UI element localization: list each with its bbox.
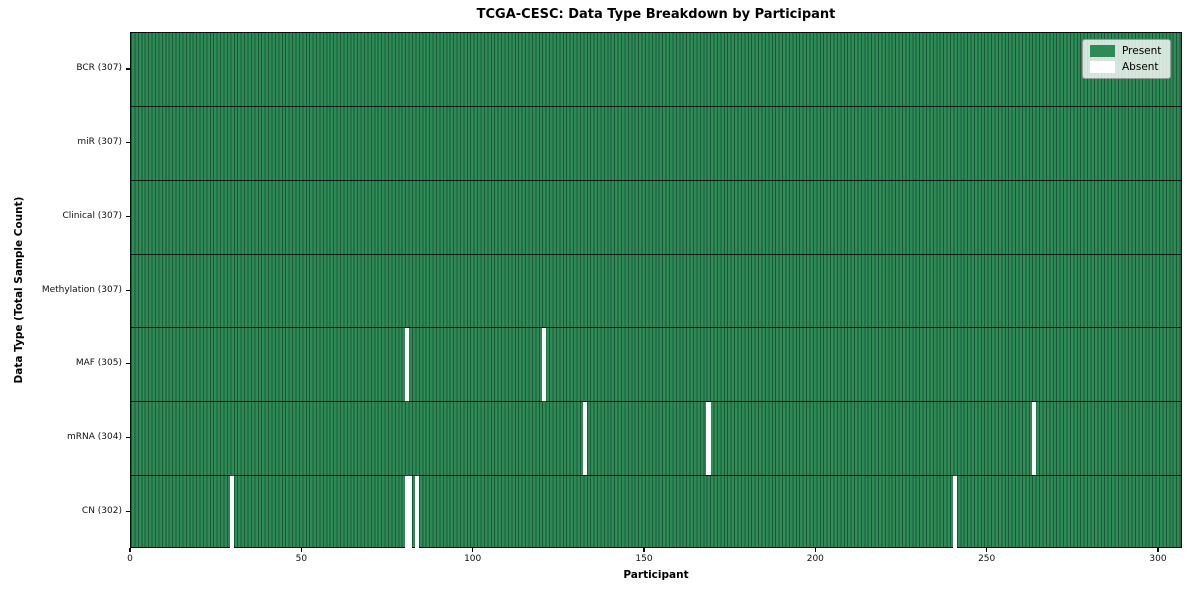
x-tick-mark [300,548,302,552]
x-tick-label-300: 300 [1149,554,1167,564]
chart-title: TCGA-CESC: Data Type Breakdown by Partic… [476,7,836,22]
y-tick-mark [126,436,130,439]
legend-swatch-absent [1090,61,1115,73]
row-separator [131,474,1181,476]
x-tick-label-200: 200 [806,554,824,564]
x-tick-label-100: 100 [464,554,482,564]
y-tick-mark [126,289,130,291]
x-tick-mark [643,548,645,552]
x-tick-label-50: 50 [295,554,308,564]
y-tick-mark [126,68,130,70]
y-tick-label-BCR: BCR (307) [76,63,122,74]
y-tick-label-miR: miR (307) [77,137,122,148]
x-tick-mark [814,548,816,552]
absent-cell-MAF-120 [541,327,547,402]
x-tick-label-250: 250 [978,554,996,564]
absent-cell-MAF-80 [404,327,409,402]
absent-cell-mRNA-168 [706,401,711,476]
row-separator [131,179,1181,181]
heatmap-plot [130,32,1182,549]
y-tick-mark [126,215,130,217]
y-tick-label-CN: CN (302) [81,505,122,516]
y-tick-label-mRNA: mRNA (304) [67,431,122,442]
y-tick-label-Methylation: Methylation (307) [41,284,122,295]
legend-label-present: Present [1122,45,1162,57]
absent-cell-CN-80 [404,475,409,549]
absent-cell-mRNA-263 [1031,401,1037,476]
y-tick-label-MAF: MAF (305) [75,358,122,369]
absent-cell-CN-29 [229,475,235,549]
x-tick-label-0: 0 [127,554,133,564]
absent-cell-CN-240 [953,475,958,549]
legend-item-present: Present [1090,45,1161,57]
row-separator [131,401,1181,403]
absent-cell-CN-83 [415,475,420,549]
y-tick-mark [126,510,130,512]
y-tick-mark [126,363,130,365]
absent-cell-CN-81 [408,475,413,549]
x-tick-mark [1157,548,1159,552]
x-tick-mark [472,548,474,552]
row-separator [131,253,1181,255]
row-separator [131,327,1181,329]
x-tick-mark [129,548,131,552]
x-axis-label: Participant [623,569,689,581]
x-tick-mark [986,548,988,552]
row-separator [131,106,1181,108]
x-tick-label-150: 150 [635,554,653,564]
legend-swatch-present [1090,45,1115,57]
legend-label-absent: Absent [1122,61,1159,73]
legend-item-absent: Absent [1090,61,1161,73]
y-tick-label-Clinical: Clinical (307) [62,210,122,221]
legend: Present Absent [1082,39,1172,79]
absent-cell-mRNA-132 [582,401,588,476]
y-tick-mark [126,142,130,144]
